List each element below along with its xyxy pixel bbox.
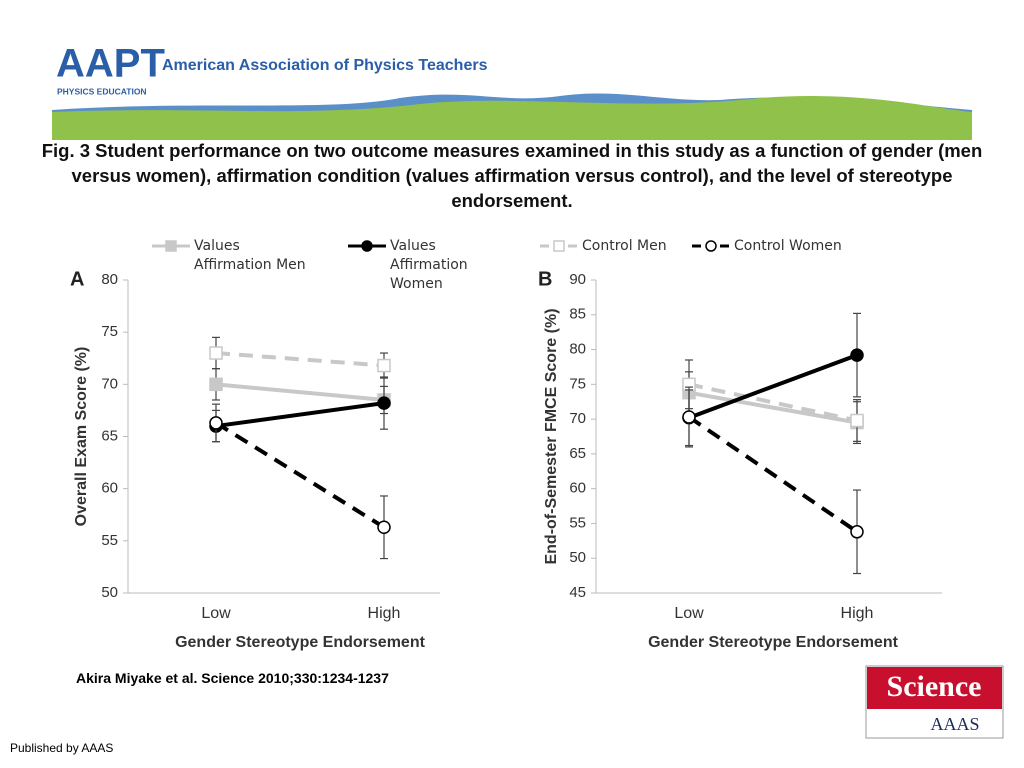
science-title: Science (887, 670, 982, 703)
y-axis-label: Overall Exam Score (%) (73, 347, 90, 527)
marker (209, 346, 223, 360)
legend-marker (705, 240, 717, 252)
marker (850, 525, 864, 539)
panel-label: B (538, 268, 552, 290)
x-axis-label: Gender Stereotype Endorsement (175, 634, 426, 651)
panel-label: A (70, 268, 84, 290)
marker (850, 348, 864, 362)
x-tick-label: High (368, 605, 401, 622)
y-tick-label: 80 (101, 271, 118, 288)
banner-hills (52, 95, 972, 140)
y-tick-label: 50 (569, 549, 586, 566)
legend-marker (165, 240, 177, 252)
marker (209, 416, 223, 430)
logo: AAPT (56, 42, 165, 86)
marker (682, 410, 696, 424)
logo-sub: PHYSICS EDUCATION (57, 86, 147, 96)
series-line (215, 351, 385, 368)
organization: American Association of Physics Teachers (162, 57, 488, 74)
series-line (687, 415, 859, 534)
legend-label: Values Affirmation Women (390, 238, 468, 292)
y-tick-label: 45 (569, 584, 586, 601)
series-line (688, 382, 858, 423)
series-line (215, 401, 385, 429)
y-tick-label: 75 (101, 323, 118, 340)
series-line (688, 390, 858, 425)
footer: Published by AAAS (10, 741, 114, 755)
series-line (215, 382, 385, 402)
y-tick-label: 90 (569, 271, 586, 288)
legend-label: Control Women (734, 238, 842, 254)
marker (209, 377, 223, 392)
y-tick-label: 70 (569, 410, 586, 427)
series-line (214, 421, 386, 529)
x-axis-label: Gender Stereotype Endorsement (648, 634, 899, 651)
y-tick-label: 60 (569, 480, 586, 497)
legend-marker (553, 240, 565, 252)
science-sub: AAAS (930, 714, 979, 734)
y-tick-label: 50 (101, 584, 118, 601)
y-tick-label: 55 (101, 532, 118, 549)
legend-marker (361, 240, 373, 252)
y-tick-label: 65 (569, 445, 586, 462)
legend-label: Control Men (582, 238, 667, 254)
marker (850, 413, 864, 428)
science-logo-band (867, 667, 1002, 709)
citation: Akira Miyake et al. Science 2010;330:123… (76, 670, 389, 686)
y-axis-label: End-of-Semester FMCE Score (%) (543, 308, 560, 564)
caption: Fig. 3 Student performance on two outcom… (41, 140, 983, 211)
y-tick-label: 55 (569, 514, 586, 531)
y-tick-label: 75 (569, 375, 586, 392)
y-tick-label: 65 (101, 427, 118, 444)
legend-label: Values Affirmation Men (194, 238, 306, 273)
x-tick-label: Low (674, 605, 704, 622)
x-tick-label: Low (201, 605, 231, 622)
marker (377, 358, 391, 373)
y-tick-label: 85 (569, 306, 586, 323)
y-tick-label: 80 (569, 341, 586, 358)
series-line (688, 353, 858, 420)
x-tick-label: High (841, 605, 874, 622)
marker (377, 520, 391, 535)
y-tick-label: 60 (101, 480, 118, 497)
y-tick-label: 70 (101, 375, 118, 392)
marker (377, 396, 391, 410)
